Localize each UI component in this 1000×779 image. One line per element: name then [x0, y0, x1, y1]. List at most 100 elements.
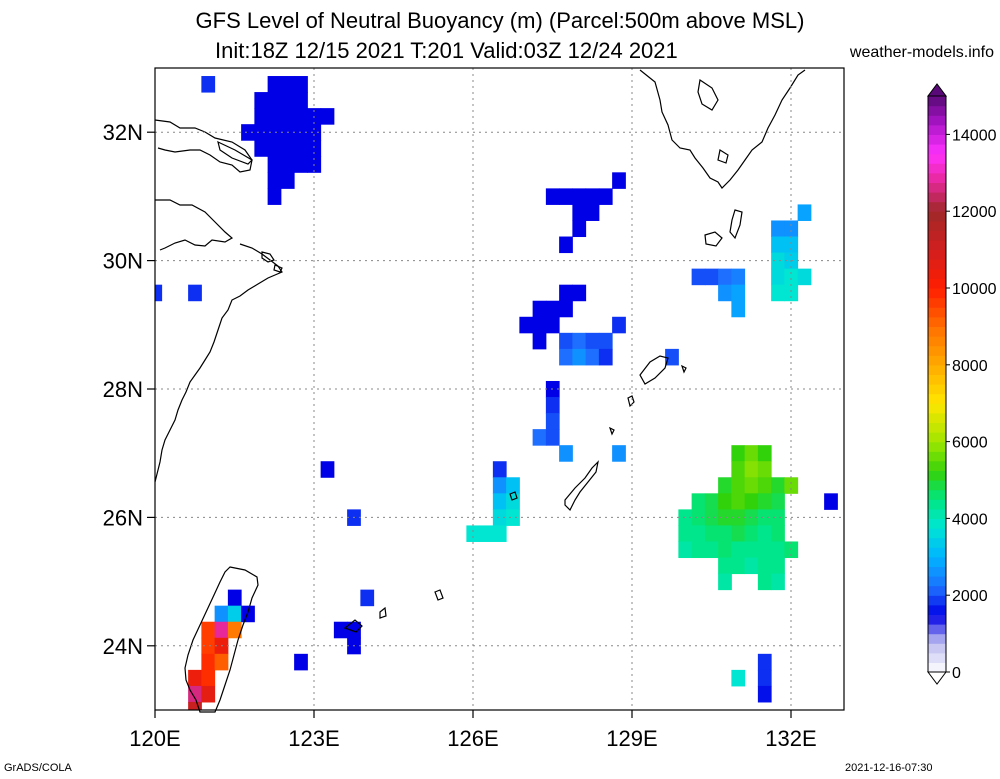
field-cell: [771, 541, 785, 559]
lat-tick-label: 26N: [103, 505, 143, 530]
field-cell: [771, 493, 785, 510]
colorbar-segment: [928, 96, 946, 107]
colorbar-segment: [928, 662, 946, 673]
field-cell: [188, 685, 202, 703]
field-cell: [757, 557, 772, 575]
field-cell: [280, 140, 295, 157]
field-cell: [718, 284, 732, 302]
field-cell: [227, 589, 242, 607]
colorbar-segment: [928, 403, 946, 414]
field-cell: [559, 348, 573, 366]
field-cell: [559, 445, 573, 462]
field-cell: [731, 669, 746, 687]
chart-title: GFS Level of Neutral Buoyancy (m) (Parce…: [195, 8, 805, 33]
field-cell: [731, 284, 746, 302]
field-cell: [678, 541, 693, 559]
field-cell: [704, 493, 719, 510]
field-cell: [227, 621, 242, 639]
footer-credit: GrADS/COLA: [4, 762, 72, 774]
field-cell: [545, 188, 560, 205]
field-cell: [307, 140, 322, 157]
field-cell: [572, 220, 587, 238]
field-cell: [572, 284, 587, 302]
field-cell: [267, 172, 282, 189]
lat-tick-label: 24N: [103, 634, 143, 659]
field-cell: [824, 493, 838, 510]
field-cell: [280, 172, 295, 189]
field-cell: [744, 541, 759, 559]
field-cell: [585, 332, 600, 350]
field-cell: [757, 541, 772, 559]
island-okinawa: [564, 395, 635, 512]
field-cell: [532, 300, 547, 318]
field-cell: [466, 525, 481, 542]
field-cell: [267, 124, 282, 141]
field-cell: [492, 493, 507, 510]
field-cell: [294, 108, 308, 125]
field-cell: [585, 188, 600, 205]
colorbar-segment: [928, 192, 946, 203]
colorbar-segment: [928, 249, 946, 260]
colorbar-label: 4000: [952, 511, 988, 528]
field-cell: [704, 509, 719, 526]
field-cell: [320, 461, 335, 478]
field-cell: [333, 621, 348, 639]
field-cell: [718, 525, 732, 542]
field-cell: [201, 653, 216, 671]
field-cell: [559, 300, 573, 318]
lon-tick-label: 129E: [606, 726, 657, 751]
field-cell: [718, 493, 732, 510]
site-credit: weather-models.info: [849, 44, 994, 61]
field-cell: [559, 188, 573, 205]
colorbar-min-arrow: [927, 671, 947, 685]
field-cell: [612, 445, 626, 462]
field-cell: [155, 284, 163, 302]
field-cell: [559, 236, 573, 254]
field-cell: [294, 156, 308, 173]
field-cell: [214, 605, 229, 623]
colorbar-segment: [928, 355, 946, 366]
colorbar: 0 2000 4000 6000 8000 10000 12000 14000: [927, 83, 997, 685]
field-cell: [678, 525, 693, 542]
colorbar-segment: [928, 652, 946, 663]
field-cell: [294, 92, 308, 109]
field-cell: [492, 461, 507, 478]
field-cell: [784, 477, 799, 494]
colorbar-segment: [928, 393, 946, 404]
colorbar-segment: [928, 556, 946, 567]
colorbar-segment: [928, 124, 946, 135]
field-cell: [241, 124, 255, 141]
colorbar-label: 0: [952, 665, 961, 682]
field-cell: [572, 188, 587, 205]
field-cell: [294, 653, 308, 671]
colorbar-segment: [928, 441, 946, 452]
colorbar-segment: [928, 163, 946, 174]
colorbar-segment: [928, 201, 946, 212]
field-cell: [267, 76, 282, 93]
field-cell: [757, 525, 772, 542]
field-cell: [545, 316, 560, 334]
field-cell: [612, 172, 626, 189]
colorbar-segment: [928, 422, 946, 433]
lon-tick-label: 123E: [288, 726, 339, 751]
field-cell: [744, 461, 759, 478]
colorbar-segment: [928, 364, 946, 375]
colorbar-segment: [928, 518, 946, 529]
colorbar-segment: [928, 451, 946, 462]
field-cell: [757, 445, 772, 462]
field-cell: [718, 557, 732, 575]
colorbar-segment: [928, 566, 946, 577]
colorbar-label: 10000: [952, 281, 997, 298]
colorbar-segment: [928, 595, 946, 606]
field-cell: [784, 268, 799, 286]
colorbar-segment: [928, 144, 946, 155]
field-cell: [771, 236, 785, 254]
field-cell: [744, 557, 759, 575]
field-cell: [241, 605, 255, 623]
island-amami: [639, 355, 687, 385]
lon-tick-label: 132E: [765, 726, 816, 751]
field-cell: [267, 92, 282, 109]
colorbar-segment: [928, 489, 946, 500]
island-small-1: [509, 491, 518, 501]
field-cell: [545, 397, 560, 414]
